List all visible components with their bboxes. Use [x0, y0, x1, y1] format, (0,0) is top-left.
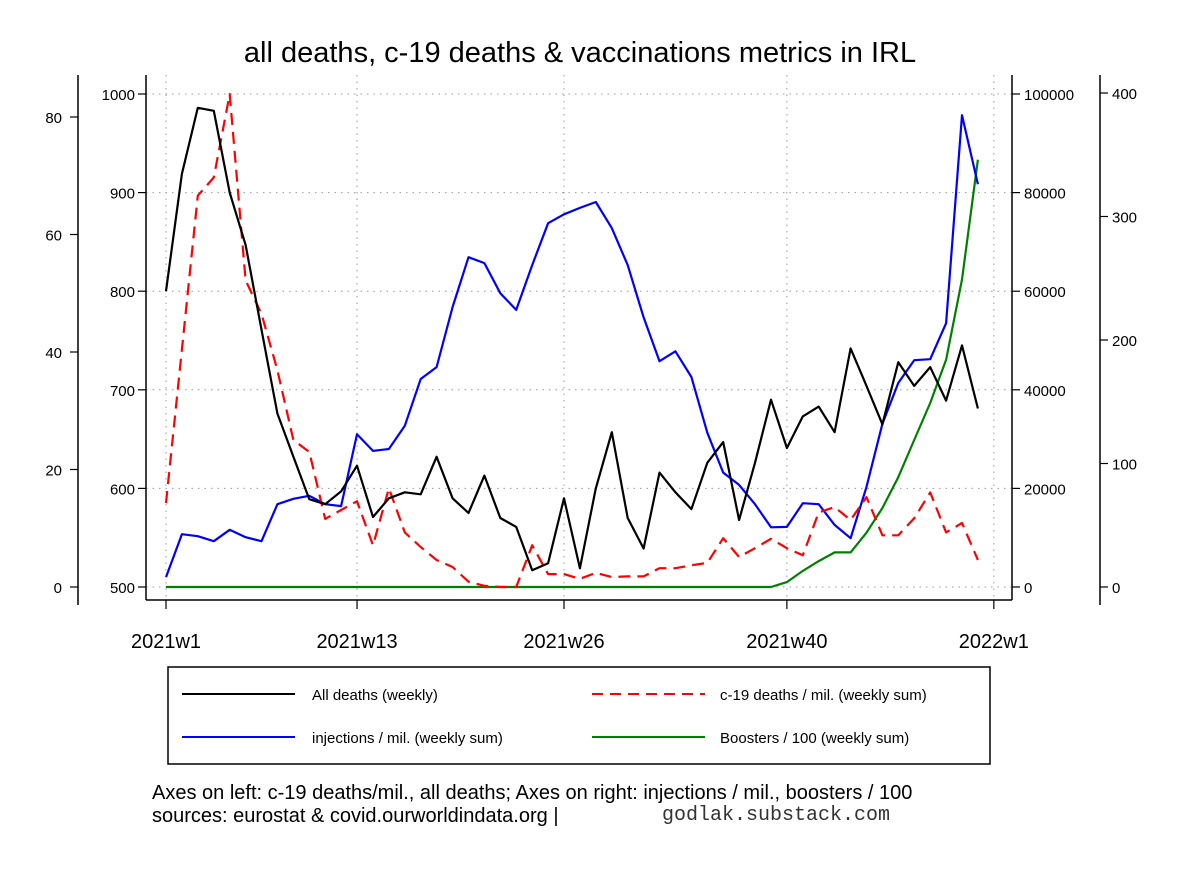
tick-label-right-inner: 60000	[1024, 284, 1066, 301]
series-line-c-19	[166, 94, 978, 587]
tick-label-left-outer: 40	[45, 345, 62, 362]
tick-label-x: 2021w1	[131, 631, 201, 653]
grid	[146, 75, 1012, 600]
legend-label-boosters: Boosters / 100 (weekly sum)	[720, 730, 909, 747]
tick-label-right-outer: 300	[1112, 210, 1137, 227]
tick-label-left-inner: 800	[110, 284, 135, 301]
legend-label-all-deaths: All deaths (weekly)	[312, 687, 438, 704]
tick-label-right-inner: 80000	[1024, 186, 1066, 203]
legend-label-injections: injections / mil. (weekly sum)	[312, 730, 503, 747]
footer-site: godlak.substack.com	[662, 804, 890, 827]
tick-label-left-outer: 80	[45, 110, 62, 127]
legend-box	[168, 667, 990, 764]
tick-label-left-inner: 500	[110, 580, 135, 597]
tick-label-left-outer: 60	[45, 228, 62, 245]
chart-title: all deaths, c-19 deaths & vaccinations m…	[244, 37, 916, 69]
tick-label-x: 2021w13	[316, 631, 397, 653]
tick-label-left-inner: 900	[110, 186, 135, 203]
tick-label-right-outer: 100	[1112, 457, 1137, 474]
footer-sources: sources: eurostat & covid.ourworldindata…	[152, 805, 559, 827]
tick-label-right-inner: 20000	[1024, 481, 1066, 498]
legend-label-c19-deaths: c-19 deaths / mil. (weekly sum)	[720, 687, 927, 704]
footer-axes-note: Axes on left: c-19 deaths/mil., all deat…	[152, 782, 912, 804]
tick-label-left-inner: 700	[110, 383, 135, 400]
tick-label-right-outer: 0	[1112, 580, 1120, 597]
tick-label-right-inner: 100000	[1024, 87, 1074, 104]
tick-label-x: 2021w40	[746, 631, 827, 653]
series-line-injections	[166, 115, 978, 577]
tick-label-x: 2022w1	[959, 631, 1029, 653]
series-2	[166, 115, 978, 577]
legend: All deaths (weekly) c-19 deaths / mil. (…	[168, 667, 990, 764]
tick-label-left-inner: 1000	[102, 87, 135, 104]
tick-label-left-outer: 20	[45, 463, 62, 480]
tick-label-right-outer: 200	[1112, 333, 1137, 350]
series-group	[166, 94, 978, 587]
tick-label-right-inner: 0	[1024, 580, 1032, 597]
tick-label-left-outer: 0	[54, 580, 62, 597]
tick-label-left-inner: 600	[110, 481, 135, 498]
tick-label-right-inner: 40000	[1024, 383, 1066, 400]
tick-label-x: 2021w26	[523, 631, 604, 653]
series-1	[166, 94, 978, 587]
tick-label-right-outer: 400	[1112, 86, 1137, 103]
